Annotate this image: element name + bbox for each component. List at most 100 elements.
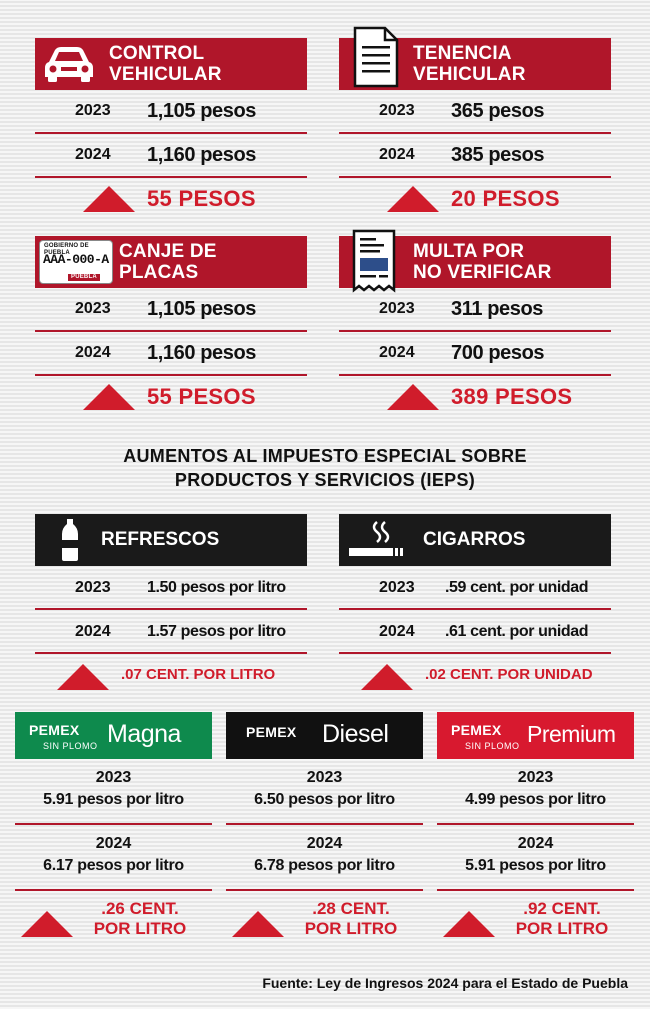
card-title: REFRESCOS xyxy=(101,529,220,550)
row-year: 2024 xyxy=(306,835,343,852)
row-value: 1,160 pesos xyxy=(147,144,257,166)
increase-amount: 20 PESOS xyxy=(451,186,560,211)
row-year: 2023 xyxy=(306,769,343,786)
increase-line1: .28 CENT. xyxy=(312,899,390,918)
row-value: 311 pesos xyxy=(451,298,544,320)
fuel-year-block: 2023 4.99 pesos por litro xyxy=(437,759,634,825)
increase-amount: .28 CENT. POR LITRO xyxy=(288,899,414,939)
row-year: 2023 xyxy=(379,579,415,596)
section-title-line1: AUMENTOS AL IMPUESTO ESPECIAL SOBRE xyxy=(123,446,527,466)
pemex-logo: PEMEX xyxy=(246,724,297,740)
row-year: 2023 xyxy=(75,102,111,119)
table-row: 2024 1.57 pesos por litro xyxy=(35,610,307,654)
card-header: TENENCIA VEHICULAR xyxy=(339,26,611,90)
increase-line1: .26 CENT. xyxy=(101,899,179,918)
card-header: CONTROL VEHICULAR xyxy=(35,38,307,90)
up-arrow-icon xyxy=(232,911,284,937)
table-row: 2023 .59 cent. por unidad xyxy=(339,566,611,610)
increase-amount: .26 CENT. POR LITRO xyxy=(77,899,203,939)
table-row: 2023 1.50 pesos por litro xyxy=(35,566,307,610)
fuel-subtitle: SIN PLOMO xyxy=(43,741,98,751)
card-title-line1: CONTROL xyxy=(109,43,205,64)
row-value: 385 pesos xyxy=(451,144,545,166)
increase-amount: .92 CENT. POR LITRO xyxy=(499,899,625,939)
row-year: 2024 xyxy=(379,146,415,163)
table-row: 2024 1,160 pesos xyxy=(35,332,307,376)
row-value: 4.99 pesos por litro xyxy=(465,791,606,808)
increase-line2: POR LITRO xyxy=(304,919,398,938)
card-cigarros: CIGARROS 2023 .59 cent. por unidad 2024 … xyxy=(339,514,611,694)
card-fuel-magna: PEMEX SIN PLOMO Magna 2023 5.91 pesos po… xyxy=(15,712,212,949)
card-multa-no-verificar: MULTA POR NO VERIFICAR 2023 311 pesos 20… xyxy=(339,229,611,418)
document-icon xyxy=(353,26,399,93)
card-header: MULTA POR NO VERIFICAR xyxy=(339,229,611,293)
soda-bottle-icon xyxy=(61,518,79,568)
row-value: 6.50 pesos por litro xyxy=(254,791,395,808)
card-title-line1: CANJE DE xyxy=(119,241,217,262)
row-value: .59 cent. por unidad xyxy=(445,579,589,596)
increase-row: 389 PESOS xyxy=(339,376,611,418)
table-row: 2024 .61 cent. por unidad xyxy=(339,610,611,654)
row-year: 2023 xyxy=(75,579,111,596)
row-value: 1,160 pesos xyxy=(147,342,257,364)
card-title-line1: TENENCIA xyxy=(413,43,512,64)
increase-row: 55 PESOS xyxy=(35,178,307,220)
increase-row: .07 CENT. POR LITRO xyxy=(35,654,307,694)
plate-number: AAA-000-A xyxy=(43,252,109,267)
row-year: 2024 xyxy=(517,835,554,852)
pemex-logo: PEMEX xyxy=(29,722,80,738)
fuel-year-block: 2024 5.91 pesos por litro xyxy=(437,825,634,891)
table-row: 2023 1,105 pesos xyxy=(35,90,307,134)
increase-amount: 55 PESOS xyxy=(147,186,256,211)
pemex-logo: PEMEX xyxy=(451,722,502,738)
up-arrow-icon xyxy=(21,911,73,937)
row-year: 2023 xyxy=(379,300,415,317)
fuel-year-block: 2023 6.50 pesos por litro xyxy=(226,759,423,825)
up-arrow-icon xyxy=(387,384,439,410)
row-year: 2023 xyxy=(75,300,111,317)
increase-line2: POR LITRO xyxy=(515,919,609,938)
row-value: .61 cent. por unidad xyxy=(445,623,589,640)
car-icon xyxy=(43,44,95,89)
card-title: CIGARROS xyxy=(423,529,526,550)
up-arrow-icon xyxy=(83,384,135,410)
fuel-product-name: Premium xyxy=(527,721,616,747)
plate-bottom-text: PUEBLA xyxy=(68,274,100,281)
fuel-year-block: 2024 6.17 pesos por litro xyxy=(15,825,212,891)
increase-row: .92 CENT. POR LITRO xyxy=(437,891,634,949)
increase-amount: 55 PESOS xyxy=(147,384,256,409)
row-value: 6.17 pesos por litro xyxy=(43,857,184,874)
increase-amount: .07 CENT. POR LITRO xyxy=(121,666,276,683)
increase-line1: .92 CENT. xyxy=(523,899,601,918)
row-year: 2023 xyxy=(517,769,554,786)
row-value: 1.57 pesos por litro xyxy=(147,623,286,640)
row-value: 1,105 pesos xyxy=(147,100,257,122)
cigarette-icon xyxy=(347,518,405,568)
up-arrow-icon xyxy=(387,186,439,212)
table-row: 2024 1,160 pesos xyxy=(35,134,307,178)
row-year: 2024 xyxy=(75,344,111,361)
card-title-line2: NO VERIFICAR xyxy=(413,262,552,283)
increase-row: .02 CENT. POR UNIDAD xyxy=(339,654,611,694)
fuel-header: PEMEX SIN PLOMO Premium xyxy=(437,712,634,759)
fuel-header: PEMEX Diesel xyxy=(226,712,423,759)
row-year: 2024 xyxy=(379,623,415,640)
increase-row: .26 CENT. POR LITRO xyxy=(15,891,212,949)
card-control-vehicular: CONTROL VEHICULAR 2023 1,105 pesos 2024 … xyxy=(35,38,307,220)
increase-row: .28 CENT. POR LITRO xyxy=(226,891,423,949)
table-row: 2023 1,105 pesos xyxy=(35,288,307,332)
row-year: 2023 xyxy=(379,102,415,119)
receipt-icon xyxy=(351,228,397,301)
card-title-line2: PLACAS xyxy=(119,262,199,283)
table-row: 2024 700 pesos xyxy=(339,332,611,376)
card-fuel-diesel: PEMEX Diesel 2023 6.50 pesos por litro 2… xyxy=(226,712,423,949)
license-plate-icon: Gobierno de Puebla AAA-000-A PUEBLA xyxy=(39,240,113,284)
fuel-subtitle: SIN PLOMO xyxy=(465,741,520,751)
row-value: 1.50 pesos por litro xyxy=(147,579,286,596)
fuel-header: PEMEX SIN PLOMO Magna xyxy=(15,712,212,759)
row-value: 1,105 pesos xyxy=(147,298,257,320)
fuel-year-block: 2023 5.91 pesos por litro xyxy=(15,759,212,825)
up-arrow-icon xyxy=(83,186,135,212)
table-row: 2024 385 pesos xyxy=(339,134,611,178)
card-fuel-premium: PEMEX SIN PLOMO Premium 2023 4.99 pesos … xyxy=(437,712,634,949)
